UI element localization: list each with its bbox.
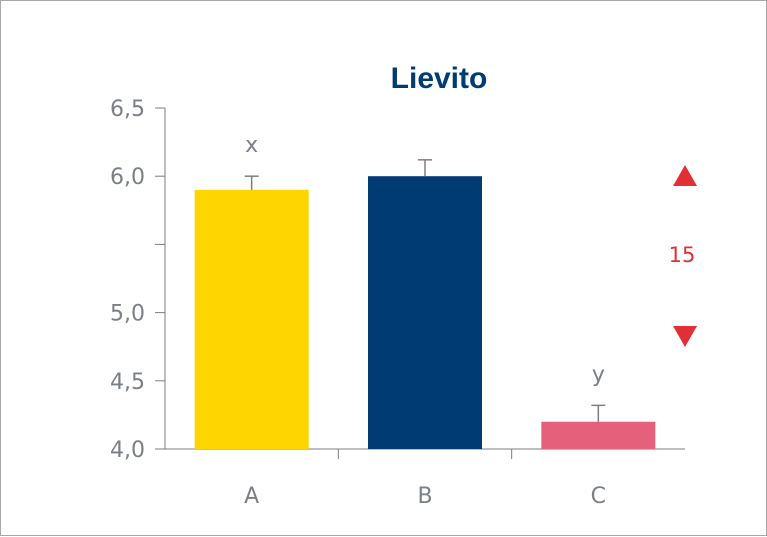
x-tick-label: A xyxy=(244,484,259,509)
bar-annotation: x xyxy=(245,133,258,158)
y-tick-label: 5,0 xyxy=(110,302,145,327)
y-tick-label: 6,5 xyxy=(110,97,145,122)
bars: xy xyxy=(194,133,656,449)
y-tick-label: 4,0 xyxy=(110,438,145,463)
bar-C xyxy=(541,421,656,449)
axes: 4,0 4,5 5,0 6,0 6,5 A B C xyxy=(110,97,685,509)
chart-title: Lievito xyxy=(391,62,488,95)
bar-B xyxy=(368,176,482,449)
triangle-down-icon xyxy=(673,326,697,347)
side-indicator: 15 xyxy=(669,165,697,347)
triangle-up-icon xyxy=(673,165,697,186)
side-value: 15 xyxy=(669,243,696,267)
bar-A xyxy=(194,189,309,449)
y-tick-label: 6,0 xyxy=(110,165,145,190)
x-tick-label: C xyxy=(591,484,606,509)
bar-annotation: y xyxy=(592,362,605,387)
y-tick-label: 4,5 xyxy=(110,370,145,395)
x-tick-label: B xyxy=(417,484,432,509)
